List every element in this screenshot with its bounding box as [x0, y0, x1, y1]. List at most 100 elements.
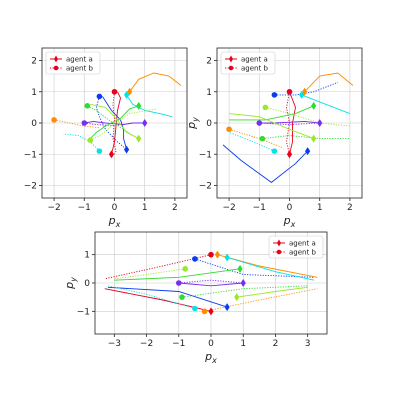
series-line: [90, 103, 139, 140]
start-marker-circle: [81, 120, 88, 126]
start-marker-circle: [259, 135, 266, 142]
y-tick-label: 2: [206, 57, 212, 67]
series-line: [259, 122, 320, 126]
start-marker-circle: [84, 103, 91, 109]
start-marker-circle: [286, 88, 293, 95]
series-line: [301, 94, 351, 115]
series-line: [126, 94, 173, 118]
series-line: [304, 72, 354, 93]
start-marker-circle: [226, 126, 232, 133]
start-marker-circle: [192, 256, 198, 262]
start-marker-diamond: [136, 134, 142, 143]
legend-marker-diamond: [54, 55, 58, 63]
x-tick-label: 0: [208, 339, 214, 349]
y-tick-label: −1: [77, 307, 90, 317]
start-marker-circle: [208, 251, 214, 258]
start-marker-diamond: [311, 101, 317, 110]
y-tick-label: 2: [31, 57, 37, 67]
x-tick-label: −3: [108, 339, 121, 349]
series-line: [178, 279, 244, 284]
start-marker-circle: [96, 93, 103, 100]
y-tick-label: 0: [206, 119, 212, 129]
start-marker-diamond: [108, 150, 115, 159]
series-line: [114, 268, 186, 280]
series-line: [262, 135, 350, 140]
start-marker-diamond: [224, 303, 230, 312]
legend-marker-circle: [276, 249, 282, 255]
x-tick-label: 1: [317, 203, 323, 213]
legend-label-agent-b: agent b: [66, 65, 93, 73]
x-axis-label: px: [204, 350, 217, 365]
series-line: [289, 91, 296, 155]
start-marker-circle: [271, 148, 278, 154]
x-tick-label: 2: [172, 203, 178, 213]
x-axis-label: px: [283, 214, 296, 229]
y-tick-label: 0: [84, 279, 90, 289]
x-tick-label: −1: [253, 203, 266, 213]
start-marker-circle: [96, 148, 103, 154]
x-tick-label: −2: [140, 339, 153, 349]
legend-label-agent-a: agent a: [66, 56, 93, 64]
series-line: [178, 282, 244, 287]
y-tick-label: −1: [24, 150, 37, 160]
start-marker-diamond: [136, 101, 142, 110]
start-marker-circle: [111, 88, 118, 95]
legend-marker-circle: [228, 65, 234, 71]
legend-marker-diamond: [277, 239, 281, 247]
series-line: [84, 122, 145, 126]
y-tick-label: −2: [199, 182, 212, 192]
start-marker-diamond: [237, 264, 243, 273]
series-line: [204, 288, 318, 312]
x-tick-label: −2: [222, 203, 235, 213]
series-line: [114, 268, 241, 281]
legend-marker-circle: [53, 65, 59, 71]
series-line: [236, 286, 308, 298]
legend-label-agent-b: agent b: [289, 249, 316, 257]
y-tick-label: 0: [31, 119, 37, 129]
x-tick-label: 1: [240, 339, 246, 349]
start-marker-diamond: [286, 150, 293, 159]
series-line: [129, 72, 182, 93]
x-axis-label: px: [108, 214, 121, 229]
y-axis-label: py: [63, 277, 78, 290]
start-marker-circle: [179, 294, 185, 300]
series-line: [228, 128, 284, 149]
x-tick-label: 0: [112, 203, 118, 213]
y-tick-label: 1: [206, 88, 212, 98]
start-marker-circle: [87, 137, 94, 143]
start-marker-diamond: [123, 90, 130, 99]
y-tick-label: 1: [84, 251, 90, 261]
start-marker-circle: [51, 117, 57, 123]
legend-label-agent-b: agent b: [241, 65, 268, 73]
start-marker-circle: [192, 305, 198, 312]
series-line: [107, 286, 228, 308]
series-group: [54, 72, 182, 155]
series-line: [229, 105, 314, 121]
x-tick-label: −2: [47, 203, 60, 213]
series-group: [222, 72, 354, 183]
series-line: [222, 144, 308, 183]
start-marker-circle: [256, 120, 263, 126]
y-tick-label: −2: [24, 182, 37, 192]
start-marker-diamond: [317, 119, 323, 127]
y-tick-label: −1: [199, 150, 212, 160]
start-marker-circle: [182, 266, 189, 272]
start-marker-diamond: [208, 307, 214, 316]
series-line: [194, 258, 315, 278]
legend-label-agent-a: agent a: [241, 56, 268, 64]
legend-marker-diamond: [229, 55, 233, 63]
start-marker-diamond: [214, 250, 221, 259]
start-marker-circle: [262, 104, 269, 111]
series-line: [181, 285, 308, 298]
start-marker-circle: [201, 308, 208, 315]
x-tick-label: 0: [287, 203, 293, 213]
series-line: [228, 131, 275, 152]
x-tick-label: −1: [172, 339, 185, 349]
